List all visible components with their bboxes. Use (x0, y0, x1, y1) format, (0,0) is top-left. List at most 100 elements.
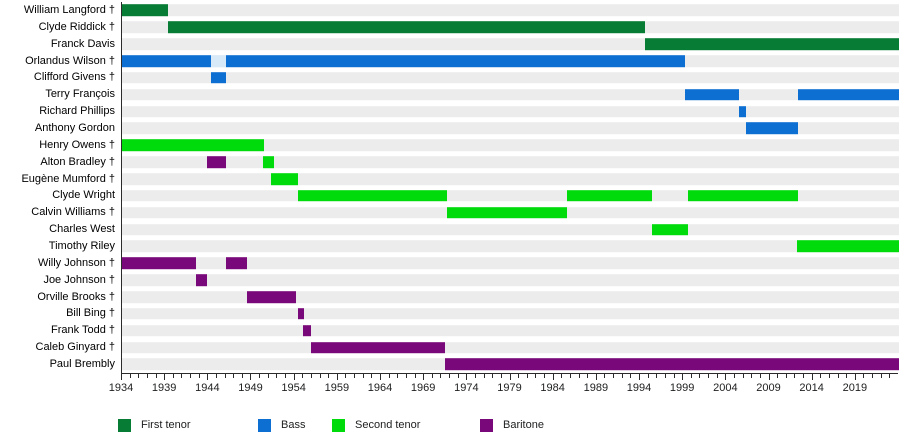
member-label: Caleb Ginyard † (35, 341, 116, 354)
major-tick (164, 374, 166, 380)
timeline-row (122, 238, 899, 255)
minor-tick (587, 374, 589, 378)
minor-tick (733, 374, 735, 378)
minor-tick (215, 374, 217, 378)
bar-bass (746, 122, 798, 135)
member-label: Eugène Mumford † (21, 172, 115, 185)
minor-tick (604, 374, 606, 378)
row-track (122, 341, 899, 354)
minor-tick (345, 374, 347, 378)
minor-tick (474, 374, 476, 378)
member-label: Charles West (49, 223, 115, 236)
minor-tick (544, 374, 546, 378)
timeline-row (122, 69, 899, 86)
member-label: Clyde Wright (52, 189, 115, 202)
row-track (122, 55, 899, 67)
member-label: Clifford Givens † (33, 71, 115, 84)
legend-item-first-tenor: First tenor (118, 417, 191, 433)
timeline-row (122, 204, 899, 221)
bar-first-tenor (645, 38, 899, 50)
minor-tick (673, 374, 675, 378)
bar-second-tenor (567, 190, 653, 202)
minor-tick (457, 374, 459, 378)
minor-tick (690, 374, 692, 378)
minor-tick (267, 374, 269, 378)
minor-tick (440, 374, 442, 378)
minor-tick (828, 374, 830, 378)
timeline-row (122, 272, 899, 289)
minor-tick (526, 374, 528, 378)
bar-second-tenor (271, 173, 299, 185)
timeline-row (122, 86, 899, 103)
minor-tick (578, 374, 580, 378)
x-axis-labels: 1934 1939 1944 1949 1954 1959 1964 1969 1974 1979… (109, 382, 898, 396)
minor-tick (198, 374, 200, 378)
member-label: Calvin Williams † (31, 206, 115, 219)
timeline-row (122, 19, 899, 36)
row-track (122, 257, 899, 270)
year-label: 1999 (669, 382, 695, 394)
timeline-row (122, 322, 899, 339)
row-track (122, 139, 899, 152)
minor-tick (656, 374, 658, 378)
minor-tick (310, 374, 312, 378)
major-tick (552, 374, 554, 380)
member-label: Joe Johnson † (43, 273, 115, 286)
legend-swatch-bass (258, 418, 271, 432)
major-tick (336, 374, 338, 380)
legend-item-bass: Bass (258, 417, 305, 433)
bar-baritone (207, 156, 227, 168)
bar-baritone (225, 257, 248, 270)
major-tick (811, 374, 813, 380)
minor-tick (302, 374, 304, 378)
minor-tick (129, 374, 131, 378)
year-label: 1954 (281, 382, 306, 394)
row-track (122, 38, 899, 50)
row-track (122, 240, 899, 253)
major-tick (423, 374, 425, 380)
minor-tick (794, 374, 796, 378)
year-label: 1984 (540, 382, 565, 394)
major-tick (250, 374, 252, 380)
timeline-row (122, 154, 899, 171)
timeline-row (122, 255, 899, 272)
major-tick (466, 374, 468, 380)
minor-tick (414, 374, 416, 378)
member-label: Timothy Riley (48, 239, 115, 252)
member-label: Henry Owens † (39, 138, 115, 151)
row-track (122, 88, 899, 101)
minor-tick (190, 374, 192, 378)
minor-tick (181, 374, 183, 378)
bar-first-tenor (122, 4, 168, 17)
minor-tick (777, 374, 779, 378)
minor-tick (759, 374, 761, 378)
row-track (122, 274, 899, 286)
year-label: 1964 (367, 382, 393, 394)
bar-baritone (303, 324, 312, 337)
minor-tick (664, 374, 666, 378)
minor-tick (621, 374, 623, 378)
year-label: 1969 (410, 382, 436, 394)
minor-tick (362, 374, 364, 378)
minor-tick (716, 374, 718, 378)
bar-baritone (247, 291, 296, 303)
bar-bass (210, 72, 226, 84)
member-label: Orville Brooks † (37, 290, 115, 303)
minor-tick (285, 374, 287, 378)
major-tick (725, 374, 727, 380)
bar-bass-inactive (210, 55, 226, 67)
minor-tick (630, 374, 632, 378)
minor-tick (397, 374, 399, 378)
year-label: 2019 (842, 382, 868, 394)
year-label: 1989 (583, 382, 609, 394)
bar-baritone (122, 257, 197, 270)
minor-tick (388, 374, 390, 378)
bar-baritone (311, 341, 445, 354)
minor-tick (233, 374, 235, 378)
bar-bass (122, 55, 211, 67)
bar-baritone (444, 358, 899, 371)
member-label: Franck Davis (50, 37, 115, 50)
timeline-row (122, 289, 899, 306)
timeline-row (122, 221, 899, 238)
minor-tick (224, 374, 226, 378)
